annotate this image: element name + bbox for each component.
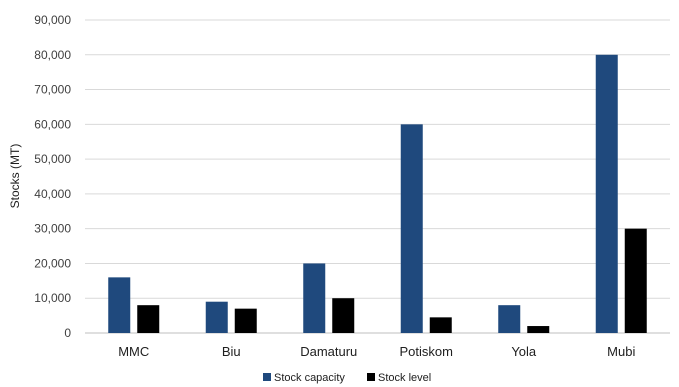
bar-stock-level-mubi xyxy=(624,228,647,333)
x-category-label: Biu xyxy=(222,344,241,359)
bars xyxy=(108,54,647,334)
y-tick-label: 80,000 xyxy=(34,48,71,62)
x-category-label: MMC xyxy=(118,344,149,359)
x-category-label: Damaturu xyxy=(300,344,357,359)
y-tick-label: 0 xyxy=(64,326,71,340)
bar-stock-capacity-biu xyxy=(205,301,228,333)
bar-stock-capacity-potiskom xyxy=(400,124,423,333)
bar-stock-level-yola xyxy=(527,326,550,333)
y-tick-label: 50,000 xyxy=(34,152,71,166)
y-axis-tick-labels: 0 10,000 20,000 30,000 40,000 50,000 60,000 70,… xyxy=(34,13,71,340)
bar-stock-level-mmc xyxy=(137,305,160,333)
y-tick-label: 20,000 xyxy=(34,256,71,270)
legend-swatch xyxy=(367,373,375,381)
bar-stock-capacity-mubi xyxy=(595,54,618,334)
bar-stock-level-damaturu xyxy=(332,298,355,333)
bar-stock-level-potiskom xyxy=(429,317,452,333)
legend-label: Stock capacity xyxy=(274,372,345,384)
legend-swatch xyxy=(263,373,271,381)
x-category-label: Potiskom xyxy=(400,344,453,359)
bar-stock-capacity-damaturu xyxy=(303,263,326,333)
bar-stock-capacity-yola xyxy=(498,305,521,333)
legend-label: Stock level xyxy=(378,372,431,384)
y-tick-label: 90,000 xyxy=(34,13,71,27)
y-axis-label: Stocks (MT) xyxy=(8,144,22,209)
y-tick-label: 70,000 xyxy=(34,83,71,97)
bar-stock-level-biu xyxy=(234,308,257,333)
bar-stock-capacity-mmc xyxy=(108,277,131,333)
x-category-label: Mubi xyxy=(607,344,635,359)
gridlines xyxy=(85,19,670,334)
x-axis-category-labels: MMC Biu Damaturu Potiskom Yola Mubi xyxy=(118,344,635,359)
y-tick-label: 60,000 xyxy=(34,117,71,131)
x-category-label: Yola xyxy=(511,344,537,359)
y-tick-label: 10,000 xyxy=(34,291,71,305)
y-tick-label: 30,000 xyxy=(34,222,71,236)
legend: Stock capacity Stock level xyxy=(263,372,431,384)
y-tick-label: 40,000 xyxy=(34,187,71,201)
